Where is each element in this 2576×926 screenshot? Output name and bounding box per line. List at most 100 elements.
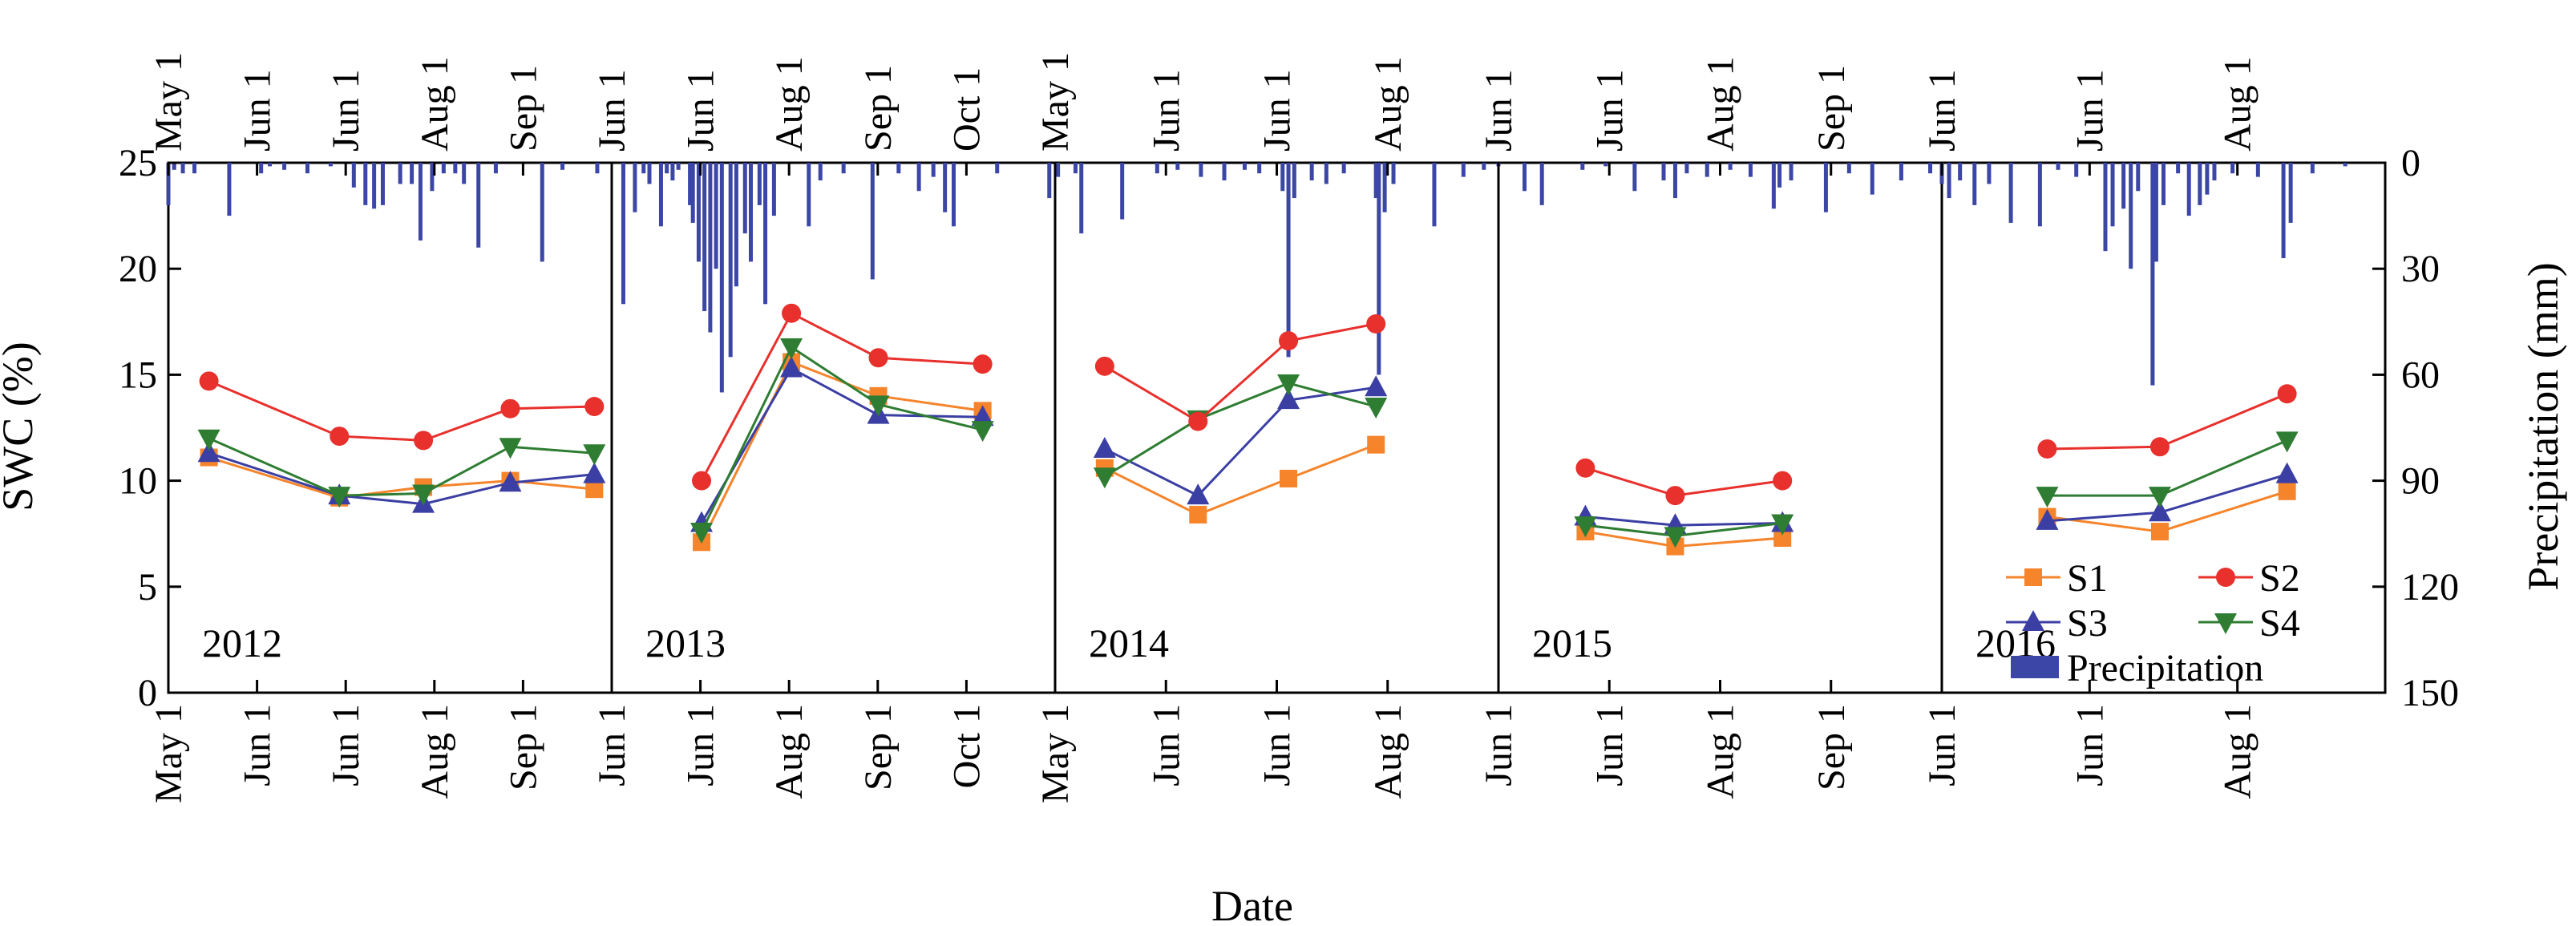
precipitation-bar bbox=[227, 163, 232, 216]
x-tick-label-top: Sep 1 bbox=[1810, 65, 1853, 152]
x-tick-label-bottom: Jun 1 bbox=[680, 704, 722, 786]
marker-square bbox=[1189, 505, 1207, 524]
y-tick-label: 10 bbox=[119, 460, 157, 503]
precipitation-bar bbox=[2008, 163, 2013, 223]
x-tick-label-top: Jun 1 bbox=[1256, 69, 1299, 152]
marker-triangle-down bbox=[867, 395, 890, 417]
precipitation-bar bbox=[1771, 163, 1776, 209]
x-tick-label-bottom: Jun 1 bbox=[237, 704, 279, 786]
precipitation-bar bbox=[670, 163, 675, 181]
x-tick-label-bottom: Jun 1 bbox=[1478, 704, 1520, 786]
x-tick-label-top: Jun 1 bbox=[591, 69, 633, 152]
marker-triangle-down bbox=[1771, 514, 1794, 536]
x-tick-label-bottom: Oct 1 bbox=[945, 704, 988, 788]
year-label: 2014 bbox=[1089, 621, 1169, 665]
precipitation-bar bbox=[2343, 163, 2348, 167]
precipitation-bar bbox=[259, 163, 264, 174]
marker-circle bbox=[868, 348, 888, 368]
precipitation-bar bbox=[540, 163, 544, 262]
x-tick-label-top: Jun 1 bbox=[1588, 69, 1631, 152]
precipitation-bar bbox=[328, 163, 333, 167]
precipitation-bar bbox=[2121, 163, 2126, 209]
precipitation-panel-2016 bbox=[1939, 163, 2348, 386]
precipitation-bar bbox=[363, 163, 368, 205]
precipitation-bar bbox=[410, 163, 415, 184]
precipitation-bar bbox=[841, 163, 846, 174]
series-line-S2 bbox=[208, 379, 595, 442]
precipitation-bar bbox=[2198, 163, 2202, 205]
marker-triangle-down bbox=[780, 338, 803, 360]
precipitation-bar bbox=[1120, 163, 1125, 220]
marker-square bbox=[585, 480, 604, 499]
precipitation-bar bbox=[1155, 163, 1159, 174]
marker-circle bbox=[2216, 568, 2235, 587]
marker-triangle-up bbox=[780, 356, 803, 378]
legend-label-S1: S1 bbox=[2067, 557, 2108, 600]
precipitation-bar bbox=[1523, 163, 1527, 192]
marker-triangle-up bbox=[583, 462, 606, 483]
precipitation-bar bbox=[807, 163, 811, 227]
x-tick-label-top: Jun 1 bbox=[1145, 69, 1187, 152]
marker-circle bbox=[1094, 356, 1114, 376]
precipitation-bar bbox=[1280, 163, 1285, 192]
marker-triangle-up bbox=[2275, 462, 2299, 483]
precipitation-bar bbox=[1661, 163, 1666, 181]
precipitation-bar bbox=[560, 163, 565, 170]
precipitation-bar bbox=[2129, 163, 2133, 269]
x-tick-label-top: Jun 1 bbox=[1478, 69, 1520, 152]
marker-square bbox=[1367, 435, 1385, 454]
x-tick-label-bottom: Jun 1 bbox=[1256, 704, 1299, 786]
marker-triangle-down bbox=[2214, 613, 2237, 634]
precipitation-bar bbox=[418, 163, 423, 241]
marker-circle bbox=[199, 371, 219, 391]
x-tick-label-top: May 1 bbox=[148, 52, 190, 152]
marker-triangle-down bbox=[1574, 516, 1597, 538]
precipitation-bar bbox=[1899, 163, 1903, 181]
precipitation-bar bbox=[702, 163, 707, 312]
precipitation-bar bbox=[305, 163, 309, 174]
series-line-S4 bbox=[1104, 382, 1377, 478]
swc-panel-2014 bbox=[1093, 313, 1388, 524]
precipitation-bar bbox=[896, 163, 901, 174]
series-line-S3 bbox=[1585, 516, 1783, 527]
marker-triangle-down bbox=[2148, 487, 2171, 508]
precipitation-bar bbox=[621, 163, 625, 305]
precipitation-bar bbox=[1073, 163, 1078, 174]
x-tick-label-bottom: Jun 1 bbox=[325, 704, 367, 786]
precipitation-bar bbox=[172, 163, 176, 170]
marker-triangle-up bbox=[1187, 483, 1210, 505]
precipitation-bar bbox=[647, 163, 652, 184]
precipitation-bar bbox=[268, 163, 273, 167]
y-tick-label: 25 bbox=[119, 142, 157, 184]
precipitation-bar bbox=[1684, 163, 1689, 174]
marker-triangle-up bbox=[197, 441, 220, 463]
precipitation-bar bbox=[1056, 163, 1061, 177]
precipitation-bar bbox=[696, 163, 701, 262]
y2-tick-label: 60 bbox=[2401, 354, 2440, 396]
marker-triangle-up bbox=[1277, 388, 1300, 410]
x-tick-label-top: Jun 1 bbox=[680, 69, 722, 152]
x-tick-label-bottom: Aug 1 bbox=[1367, 704, 1409, 799]
series-line-S1 bbox=[700, 360, 983, 543]
precipitation-bar bbox=[493, 163, 498, 174]
precipitation-bar bbox=[1539, 163, 1544, 205]
precipitation-bar bbox=[1199, 163, 1203, 177]
precipitation-bar bbox=[1705, 163, 1709, 177]
marker-triangle-down bbox=[328, 487, 351, 508]
precipitation-bar bbox=[1047, 163, 1052, 199]
series-line-S4 bbox=[700, 345, 983, 532]
precipitation-bars bbox=[166, 163, 2348, 393]
precipitation-bar bbox=[748, 163, 753, 262]
marker-triangle-down bbox=[1277, 374, 1300, 395]
precipitation-bar bbox=[641, 163, 646, 174]
precipitation-bar bbox=[728, 163, 733, 358]
panel-frames bbox=[167, 161, 2387, 694]
marker-triangle-down bbox=[2036, 487, 2059, 508]
y2-axis-title: Precipitation (mm) bbox=[2519, 262, 2567, 590]
precipitation-bar bbox=[372, 163, 377, 209]
precipitation-bar bbox=[621, 163, 625, 170]
precipitation-bar bbox=[2212, 163, 2217, 181]
precipitation-bar bbox=[1391, 163, 1396, 184]
marker-circle bbox=[500, 398, 520, 419]
marker-triangle-up bbox=[1093, 436, 1116, 458]
